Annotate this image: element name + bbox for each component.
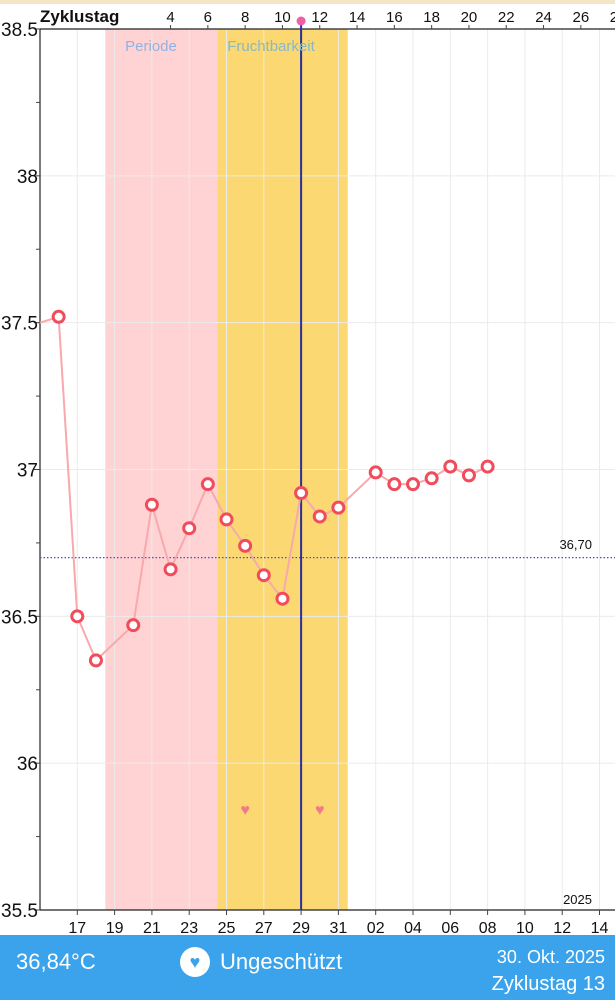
y-tick-label: 36.5 bbox=[1, 607, 38, 628]
x-tick-label: 10 bbox=[516, 920, 534, 935]
temperature-point bbox=[219, 512, 234, 527]
x-tick-label: 25 bbox=[218, 920, 236, 935]
y-tick-label: 36 bbox=[17, 754, 38, 775]
temperature-point bbox=[331, 500, 346, 515]
temperature-point bbox=[51, 309, 66, 324]
cycle-day-tick-label: 26 bbox=[573, 9, 590, 26]
cycle-day-tick-label: 12 bbox=[311, 9, 328, 26]
cycle-day-axis-label: Zyklustag bbox=[40, 7, 119, 26]
temperature-point bbox=[387, 477, 402, 492]
cycle-day-tick-label: 14 bbox=[349, 9, 366, 26]
cycle-day-tick-label: 8 bbox=[241, 9, 249, 26]
cycle-day-tick-label: 18 bbox=[423, 9, 440, 26]
cycle-day-tick-label: 22 bbox=[498, 9, 515, 26]
cycle-day-tick-label: 10 bbox=[274, 9, 291, 26]
temperature-point bbox=[424, 471, 439, 486]
cycle-day-tick-label: 4 bbox=[166, 9, 174, 26]
x-tick-label: 17 bbox=[68, 920, 86, 935]
coverline-label: 36,70 bbox=[559, 537, 592, 552]
heart-icon: ♥ bbox=[315, 802, 325, 819]
cycle-day-tick-label: 6 bbox=[204, 9, 212, 26]
temperature-point bbox=[126, 618, 141, 633]
current-temperature: 36,84°C bbox=[16, 949, 96, 974]
y-tick-label: 38 bbox=[17, 167, 38, 188]
y-tick-label: 37 bbox=[17, 461, 38, 482]
x-tick-label: 23 bbox=[180, 920, 198, 935]
protection-status[interactable]: ♥ Ungeschützt bbox=[180, 947, 342, 977]
y-tick-label: 37.5 bbox=[1, 314, 38, 335]
cycle-day-tick-label: 20 bbox=[461, 9, 478, 26]
status-bar: 36,84°C ♥ Ungeschützt 30. Okt. 2025 Zykl… bbox=[0, 935, 615, 1000]
temperature-chart[interactable]: Zyklustag 38.5 38 37.5 37 36.5 36 35.5 17 19 21 23… bbox=[0, 0, 615, 935]
temperature-point bbox=[163, 562, 178, 577]
temperature-point bbox=[144, 497, 159, 512]
today-marker bbox=[296, 16, 306, 26]
temperature-point bbox=[312, 509, 327, 524]
temperature-point bbox=[461, 468, 476, 483]
temperature-point bbox=[238, 538, 253, 553]
temperature-point bbox=[182, 521, 197, 536]
cycle-day-tick-label: 28 bbox=[610, 9, 615, 26]
temperature-point bbox=[88, 653, 103, 668]
selected-date: 30. Okt. 2025 bbox=[496, 947, 605, 967]
temperature-point bbox=[200, 477, 215, 492]
temperature-point bbox=[443, 459, 458, 474]
x-tick-label: 12 bbox=[553, 920, 571, 935]
fertile-label: Fruchtbarkeit bbox=[227, 38, 315, 55]
selected-cycle-day: Zyklustag 13 bbox=[491, 973, 605, 995]
x-tick-label: 31 bbox=[330, 920, 348, 935]
year-label: 2025 bbox=[563, 892, 592, 907]
x-tick-label: 21 bbox=[143, 920, 161, 935]
x-tick-label: 27 bbox=[255, 920, 273, 935]
x-tick-label: 08 bbox=[479, 920, 497, 935]
x-tick-label: 06 bbox=[441, 920, 459, 935]
period-label: Periode bbox=[125, 38, 177, 55]
y-tick-label: 35.5 bbox=[1, 901, 38, 922]
temperature-point bbox=[256, 568, 271, 583]
cycle-day-tick-label: 24 bbox=[535, 9, 552, 26]
top-strip bbox=[0, 0, 615, 4]
temperature-point bbox=[480, 459, 495, 474]
cycle-day-tick-label: 16 bbox=[386, 9, 403, 26]
x-tick-label: 04 bbox=[404, 920, 422, 935]
y-tick-label: 38.5 bbox=[1, 20, 38, 41]
x-tick-label: 02 bbox=[367, 920, 385, 935]
protection-label: Ungeschützt bbox=[220, 949, 343, 974]
x-tick-label: 29 bbox=[292, 920, 310, 935]
temperature-point bbox=[275, 591, 290, 606]
temperature-point bbox=[368, 465, 383, 480]
x-tick-label: 19 bbox=[106, 920, 124, 935]
temperature-point bbox=[406, 477, 420, 492]
heart-icon: ♥ bbox=[240, 802, 250, 819]
heart-icon: ♥ bbox=[180, 947, 210, 977]
temperature-point bbox=[70, 609, 85, 624]
temperature-point bbox=[294, 485, 309, 500]
x-tick-label: 14 bbox=[591, 920, 609, 935]
